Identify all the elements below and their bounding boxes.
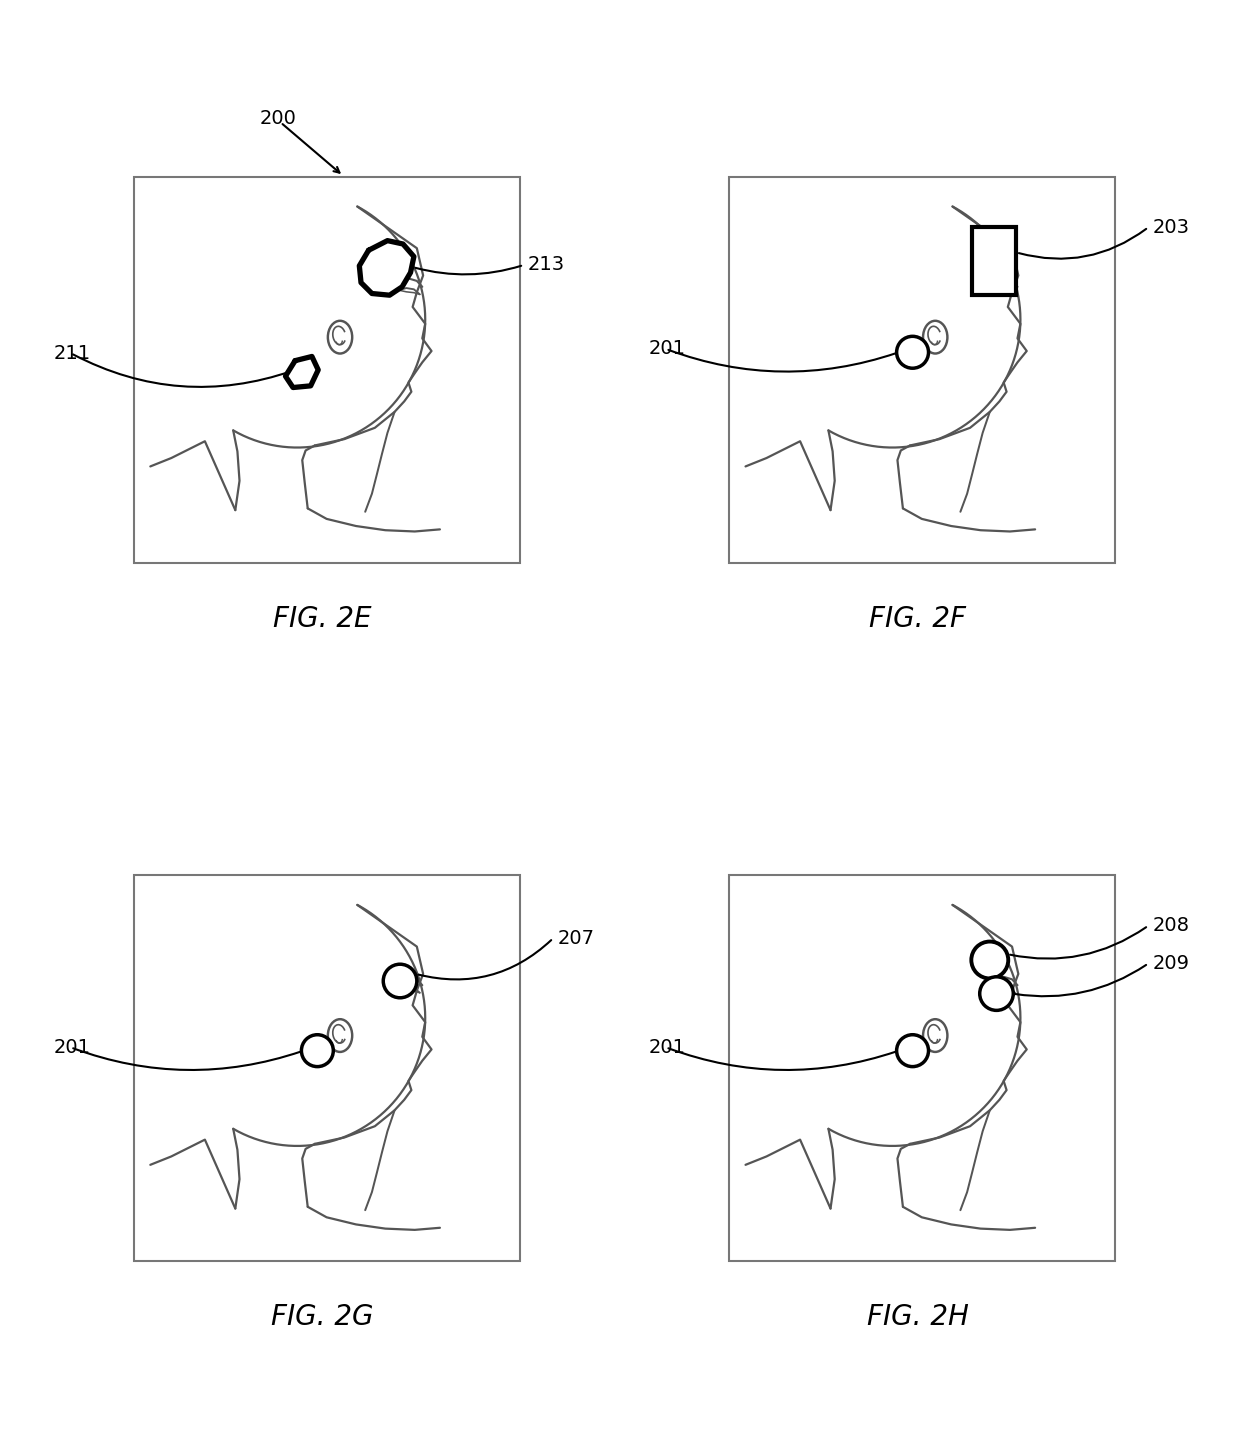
Text: 207: 207 bbox=[558, 929, 594, 948]
Ellipse shape bbox=[327, 321, 352, 354]
Text: 213: 213 bbox=[528, 255, 565, 275]
Text: 201: 201 bbox=[649, 1038, 686, 1057]
Ellipse shape bbox=[923, 321, 947, 354]
Circle shape bbox=[897, 337, 929, 369]
Bar bbox=[729, 177, 1115, 563]
Text: 211: 211 bbox=[53, 344, 91, 363]
Bar bbox=[134, 177, 520, 563]
Text: FIG. 2E: FIG. 2E bbox=[273, 605, 372, 634]
Circle shape bbox=[897, 1035, 929, 1067]
Text: 203: 203 bbox=[1153, 217, 1189, 236]
Text: FIG. 2G: FIG. 2G bbox=[272, 1303, 373, 1332]
Ellipse shape bbox=[327, 1020, 352, 1053]
Bar bbox=[972, 228, 1017, 295]
Text: 209: 209 bbox=[1153, 953, 1189, 973]
Text: 200: 200 bbox=[259, 108, 296, 128]
Circle shape bbox=[383, 965, 417, 998]
Bar bbox=[134, 876, 520, 1261]
Bar bbox=[729, 876, 1115, 1261]
Text: 201: 201 bbox=[649, 340, 686, 359]
Text: 208: 208 bbox=[1153, 916, 1189, 935]
Text: FIG. 2H: FIG. 2H bbox=[867, 1303, 968, 1332]
Text: FIG. 2F: FIG. 2F bbox=[869, 605, 966, 634]
Text: 201: 201 bbox=[53, 1038, 91, 1057]
Circle shape bbox=[980, 976, 1013, 1011]
Polygon shape bbox=[285, 357, 319, 387]
Polygon shape bbox=[360, 240, 414, 295]
Ellipse shape bbox=[923, 1020, 947, 1053]
Circle shape bbox=[301, 1035, 334, 1067]
Circle shape bbox=[971, 942, 1008, 979]
